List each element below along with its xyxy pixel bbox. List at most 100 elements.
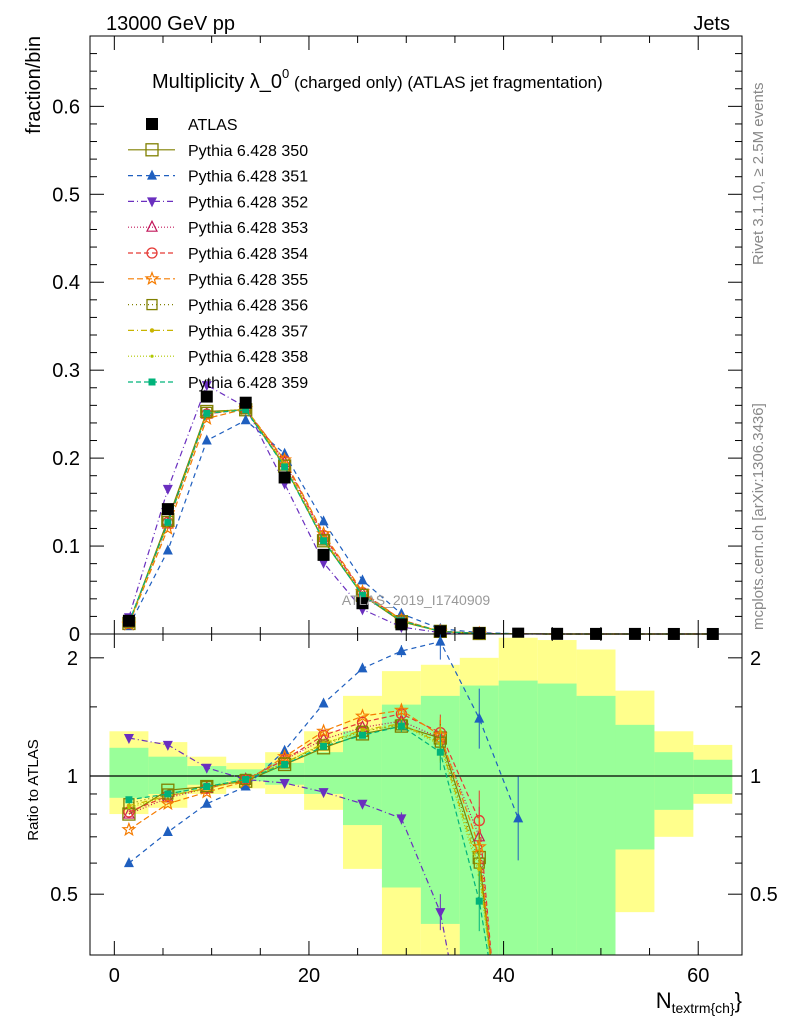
legend-marker: [148, 378, 156, 386]
main-ytick-label: 0.1: [52, 536, 80, 558]
legend-label: ATLAS: [188, 117, 238, 134]
series-3-point: [162, 484, 173, 495]
ratio-line-9: [128, 724, 491, 955]
legend-marker: [149, 328, 155, 333]
uncertainty-band-inner: [615, 724, 655, 850]
main-ytick-label: 0.2: [52, 448, 80, 470]
rivet-version-label: Rivet 3.1.10, ≥ 2.5M events: [750, 83, 767, 266]
ratio-point-2: [318, 697, 329, 708]
series-2-point: [201, 434, 212, 445]
ratio-point-3: [162, 740, 173, 751]
main-ytick-label: 0: [69, 624, 80, 646]
ratio-panel: 0.5 0.51 12 20 20 40 60: [50, 633, 778, 987]
category-label: Jets: [693, 13, 730, 35]
ratio-point-10: [475, 897, 483, 905]
legend-label: Pythia 6.428 359: [188, 375, 308, 392]
energy-label: 13000 GeV pp: [106, 13, 235, 35]
series-10-point: [358, 591, 366, 599]
ratio-point-10: [397, 722, 405, 730]
uncertainty-band-inner: [148, 756, 188, 794]
ratio-ytick-label: 0.5: [50, 884, 78, 906]
legend-marker: [146, 118, 158, 130]
ratio-point-5: [356, 716, 369, 728]
ratio-point-3: [201, 763, 212, 774]
ratio-plot-area: [90, 634, 742, 955]
chart-title-main: Multiplicity λ_0: [152, 71, 282, 93]
atlas-data-point: [473, 627, 486, 640]
x-axis-label-close: }: [735, 988, 742, 1013]
legend-label: Pythia 6.428 358: [188, 349, 308, 366]
uncertainty-band-inner: [576, 695, 616, 955]
ratio-ytick-label-right: 2: [750, 648, 761, 670]
ratio-ytick-label: 2: [67, 648, 78, 670]
atlas-data-point: [395, 618, 408, 631]
mcplots-label: mcplots.cern.ch [arXiv:1306.3436]: [750, 403, 767, 630]
series-2-point: [357, 574, 368, 585]
ratio-point-2: [474, 712, 485, 723]
main-ytick-label: 0.6: [52, 96, 80, 118]
ratio-point-10: [203, 783, 211, 791]
main-ytick-label: 0.3: [52, 360, 80, 382]
ratio-point-2: [396, 645, 407, 656]
ratio-ylabel: Ratio to ATLAS: [25, 739, 42, 840]
ratio-line-8: [128, 722, 491, 955]
ratio-point-6: [354, 708, 371, 723]
legend-marker: [144, 270, 160, 286]
ratio-frame: [89, 633, 743, 956]
ratio-line-3: [128, 737, 449, 955]
ratio-xtick-label: 0: [109, 965, 120, 987]
series-7-point: [162, 515, 174, 528]
ratio-ytick-label-right: 0.5: [750, 884, 778, 906]
ratio-point-3: [357, 799, 368, 810]
atlas-data-point: [317, 548, 330, 561]
ratio-point-2: [513, 812, 524, 823]
ratio-point-10: [242, 775, 250, 783]
x-axis-label: Ntextrm{ch}}: [656, 988, 742, 1016]
legend-label: Pythia 6.428 352: [188, 194, 308, 211]
ratio-point-6: [277, 748, 293, 764]
ratio-point-6: [393, 702, 409, 717]
legend-label: Pythia 6.428 356: [188, 298, 308, 315]
x-axis-label-sub: textrm{ch}: [672, 1000, 735, 1016]
atlas-data-point: [122, 614, 135, 627]
uncertainty-band-inner: [109, 747, 149, 798]
ratio-point-7: [240, 773, 252, 786]
main-ytick-label: 0.4: [52, 272, 80, 294]
ratio-point-7: [201, 780, 213, 793]
ratio-point-2: [162, 826, 173, 837]
chart-title-sup: 0: [282, 66, 289, 81]
ratio-point-10: [281, 760, 289, 768]
main-ytick-label: 0.5: [52, 184, 80, 206]
legend-label: Pythia 6.428 350: [188, 143, 308, 160]
ratio-point-9: [127, 806, 131, 810]
atlas-data-point: [356, 597, 369, 610]
series-3-point: [318, 558, 329, 569]
series-7-point: [317, 534, 330, 546]
x-axis-label-main: N: [656, 988, 672, 1013]
chart-title: Multiplicity λ_00 (charged only) (ATLAS …: [152, 66, 603, 93]
atlas-data-point: [278, 471, 291, 484]
ratio-line-6: [128, 709, 492, 955]
ratio-point-10: [164, 790, 172, 798]
ratio-point-2: [240, 780, 251, 791]
series-2-point: [318, 515, 329, 526]
series-3-point: [201, 381, 212, 392]
legend-label: Pythia 6.428 351: [188, 169, 308, 186]
legend-marker: [145, 143, 159, 157]
ratio-point-2: [435, 635, 446, 646]
ratio-point-2: [201, 797, 212, 808]
ratio-point-6: [316, 723, 332, 738]
watermark: ATLAS_2019_I1740909: [342, 592, 491, 608]
legend: ATLAS Pythia 6.428 350 Pythia 6.428 351 Pyt…: [128, 117, 308, 392]
legend-label: Pythia 6.428 355: [188, 272, 308, 289]
ratio-point-3: [123, 733, 134, 744]
atlas-data-point: [200, 390, 213, 403]
main-ylabel: fraction/bin: [23, 36, 45, 134]
ratio-point-3: [435, 908, 446, 919]
ratio-point-10: [320, 742, 328, 750]
ratio-point-10: [125, 796, 133, 804]
chart-title-rest: (charged only) (ATLAS jet fragmentation): [289, 73, 602, 92]
series-2-point: [162, 544, 173, 555]
ratio-point-2: [357, 662, 368, 673]
